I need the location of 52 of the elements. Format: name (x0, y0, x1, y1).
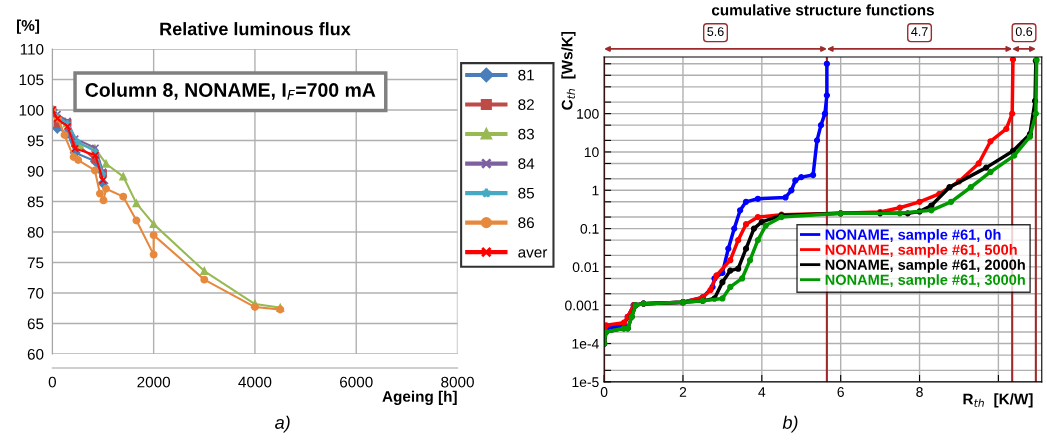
x-tick-label: 6 (837, 387, 844, 397)
text: 0.6 (1015, 27, 1033, 37)
x-tick-label: 0 (600, 387, 608, 397)
y-tick-label: 0.1 (580, 223, 599, 234)
y-tick-label: 75 (27, 257, 44, 269)
y-tick-label: 65 (27, 318, 44, 330)
y-tick-label: 90 (27, 165, 44, 177)
x-tick-label: 4 (758, 387, 766, 397)
chart-title: Relative luminous flux (160, 22, 351, 36)
chart-title: cumulative structure functions (711, 4, 934, 16)
text: a) (275, 415, 290, 433)
legend-label: 85 (518, 187, 535, 199)
y-tick-label: 1e-5 (572, 377, 599, 388)
y-tick-label: 60 (27, 348, 44, 360)
x-tick-label: 0 (48, 376, 56, 388)
x-tick-label: 4000 (238, 376, 272, 388)
y-tick-label: 1 (592, 185, 599, 196)
legend-label: NONAME, sample #61, 3000h (825, 274, 1025, 288)
y-tick-label: 70 (27, 287, 44, 299)
x-tick-label: 8 (916, 387, 923, 397)
x-tick-label: 6000 (340, 376, 373, 388)
y-tick-label: 0.01 (572, 262, 599, 273)
legend-label: NONAME, sample #61, 0h (825, 229, 1001, 243)
y-axis-title: C$_{th}$ [Ws/K] (561, 31, 576, 110)
text: 5.6 (707, 27, 724, 37)
y-tick-label: 10 (584, 147, 599, 158)
y-tick-label: 80 (27, 226, 44, 238)
legend-label: 86 (518, 217, 534, 229)
y-tick-label: 110 (20, 43, 44, 55)
legend-label: NONAME, sample #61, 2000h (825, 259, 1025, 273)
y-tick-label: 100 (577, 108, 599, 119)
legend-label: 81 (518, 69, 534, 81)
x-tick-label: 2 (679, 387, 687, 397)
y-axis-title: [%] (17, 19, 40, 34)
text: b) (782, 415, 798, 433)
x-tick-label: 2000 (137, 376, 171, 388)
x-axis-title: Ageing [h] (382, 390, 457, 405)
y-tick-label: 0.001 (565, 300, 599, 311)
y-tick-label: 100 (19, 104, 44, 116)
legend-label: 83 (518, 128, 534, 140)
legend-label: NONAME, sample #61, 500h (825, 244, 1017, 258)
y-tick-label: 1e-4 (572, 339, 599, 349)
annotation: Column 8, NONAME, I$_{F}$=700 mA (85, 82, 376, 100)
x-tick-label: 8000 (441, 376, 474, 388)
x-axis-title: R$_{th}$ [K/W] (963, 393, 1033, 408)
y-tick-label: 105 (19, 74, 44, 86)
y-tick-label: 95 (27, 135, 44, 147)
legend-label: aver (518, 249, 548, 258)
y-tick-label: 85 (27, 196, 44, 208)
legend-label: 82 (518, 99, 534, 111)
legend-label: 84 (518, 158, 535, 170)
text: 4.7 (911, 27, 928, 36)
